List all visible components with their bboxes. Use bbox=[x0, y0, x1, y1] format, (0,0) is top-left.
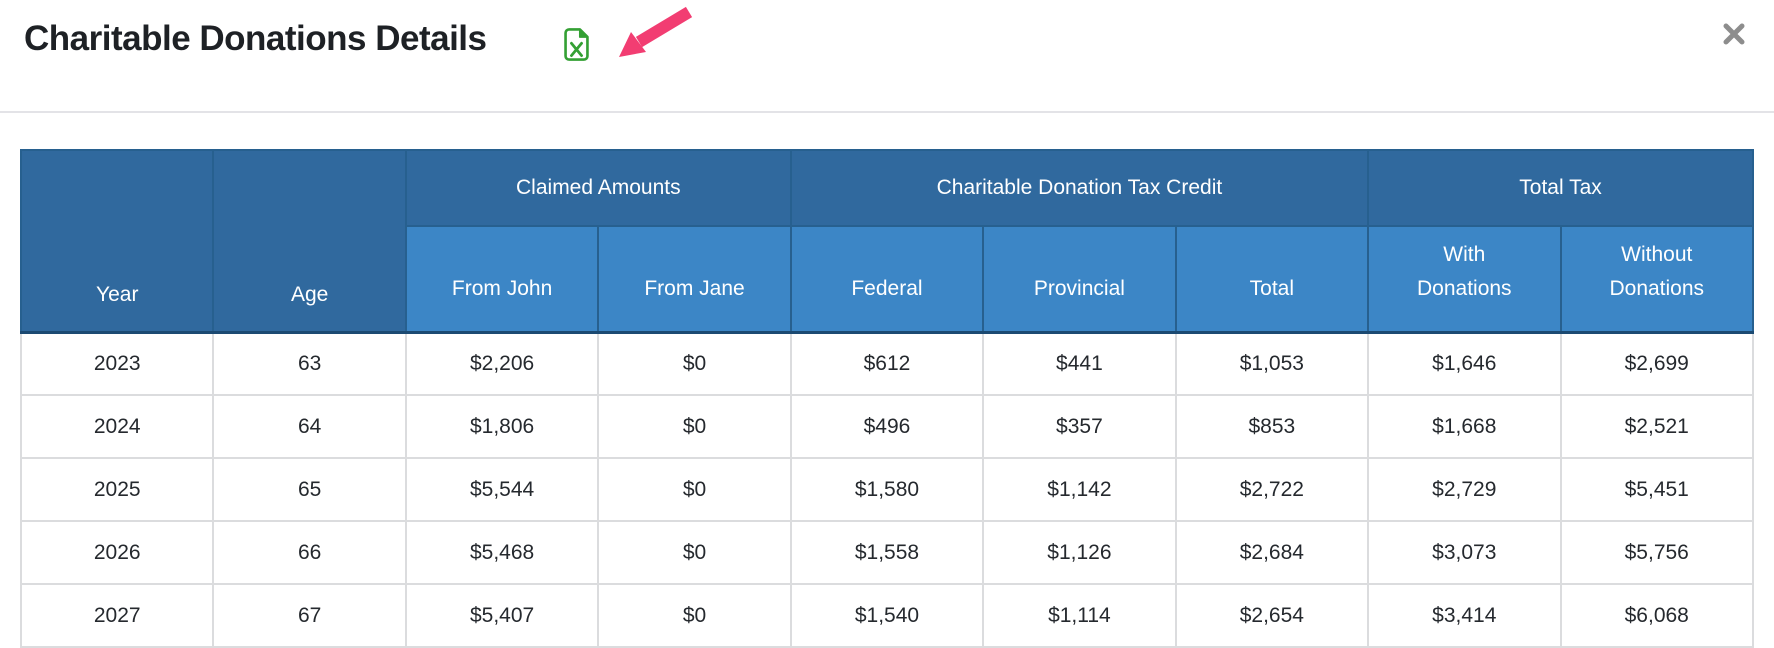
table-cell: $496 bbox=[789, 394, 985, 459]
table-row: 2023 63 $2,206 $0 $612 $441 $1,053 $1,646 $2,699 bbox=[19, 331, 1754, 396]
table-cell: $1,580 bbox=[789, 457, 985, 522]
donations-table: Year Age Claimed Amounts Charitable Donatio… bbox=[19, 149, 1754, 648]
table-cell: $2,684 bbox=[1174, 520, 1370, 585]
modal-header: Charitable Donations Details bbox=[0, 0, 1774, 113]
column-header-year: Year bbox=[19, 149, 215, 334]
table-cell: 66 bbox=[212, 520, 407, 585]
table-cell: 2025 bbox=[19, 457, 215, 522]
table-cell: $5,544 bbox=[404, 457, 600, 522]
column-header-without-donations: Without Donations bbox=[1559, 225, 1754, 334]
column-header-federal: Federal bbox=[789, 225, 985, 334]
table-cell: $1,053 bbox=[1174, 331, 1370, 396]
table-cell: $3,073 bbox=[1367, 520, 1562, 585]
table-cell: 67 bbox=[212, 583, 407, 648]
page-title: Charitable Donations Details bbox=[24, 19, 487, 58]
column-header-from-john: From John bbox=[404, 225, 600, 334]
table-cell: $1,806 bbox=[404, 394, 600, 459]
close-button[interactable] bbox=[1720, 20, 1748, 48]
table-cell: 2026 bbox=[19, 520, 215, 585]
table-cell: $5,407 bbox=[404, 583, 600, 648]
table-cell: $1,142 bbox=[982, 457, 1177, 522]
table-cell: $3,414 bbox=[1367, 583, 1562, 648]
table-cell: 64 bbox=[212, 394, 407, 459]
table-cell: $1,558 bbox=[789, 520, 985, 585]
group-header: Claimed Amounts bbox=[404, 149, 792, 227]
table-cell: $2,521 bbox=[1559, 394, 1754, 459]
table-cell: $5,756 bbox=[1559, 520, 1754, 585]
table-row: 2027 67 $5,407 $0 $1,540 $1,114 $2,654 $3,414 $6… bbox=[19, 583, 1754, 648]
table-cell: 2024 bbox=[19, 394, 215, 459]
group-header: Total Tax bbox=[1367, 149, 1754, 227]
excel-file-icon bbox=[558, 28, 595, 66]
table-row: 2024 64 $1,806 $0 $496 $357 $853 $1,668 $2,521 bbox=[19, 394, 1754, 459]
column-header-total: Total bbox=[1174, 225, 1370, 334]
donations-table-head: Year Age Claimed Amounts Charitable Donatio… bbox=[19, 149, 1754, 334]
table-cell: $1,646 bbox=[1367, 331, 1562, 396]
column-header-from-jane: From Jane bbox=[597, 225, 792, 334]
table-cell: $1,668 bbox=[1367, 394, 1562, 459]
table-row: 2026 66 $5,468 $0 $1,558 $1,126 $2,684 $3,073 $5… bbox=[19, 520, 1754, 585]
column-header-with-donations: With Donations bbox=[1367, 225, 1562, 334]
table-cell: $1,126 bbox=[982, 520, 1177, 585]
table-cell: 63 bbox=[212, 331, 407, 396]
export-excel-button[interactable] bbox=[558, 26, 595, 63]
table-cell: $0 bbox=[597, 583, 792, 648]
table-cell: $853 bbox=[1174, 394, 1370, 459]
close-icon bbox=[1720, 23, 1748, 51]
table-container: Year Age Claimed Amounts Charitable Donatio… bbox=[19, 149, 1754, 648]
table-cell: 65 bbox=[212, 457, 407, 522]
table-cell: $1,114 bbox=[982, 583, 1177, 648]
table-cell: $357 bbox=[982, 394, 1177, 459]
table-cell: $0 bbox=[597, 457, 792, 522]
table-cell: $2,654 bbox=[1174, 583, 1370, 648]
annotation-arrow-icon bbox=[605, 4, 697, 67]
column-header-provincial: Provincial bbox=[982, 225, 1177, 334]
table-cell: $2,729 bbox=[1367, 457, 1562, 522]
table-cell: $6,068 bbox=[1559, 583, 1754, 648]
table-cell: $5,468 bbox=[404, 520, 600, 585]
table-cell: 2023 bbox=[19, 331, 215, 396]
table-cell: $2,206 bbox=[404, 331, 600, 396]
table-cell: $0 bbox=[597, 331, 792, 396]
table-cell: $612 bbox=[789, 331, 985, 396]
donations-table-body: 2023 63 $2,206 $0 $612 $441 $1,053 $1,646 $2,699… bbox=[19, 331, 1754, 648]
table-cell: $5,451 bbox=[1559, 457, 1754, 522]
table-cell: $441 bbox=[982, 331, 1177, 396]
group-header: Charitable Donation Tax Credit bbox=[789, 149, 1370, 227]
table-cell: $0 bbox=[597, 520, 792, 585]
table-cell: 2027 bbox=[19, 583, 215, 648]
table-cell: $2,699 bbox=[1559, 331, 1754, 396]
table-cell: $2,722 bbox=[1174, 457, 1370, 522]
table-row: 2025 65 $5,544 $0 $1,580 $1,142 $2,722 $2,729 $5… bbox=[19, 457, 1754, 522]
table-cell: $0 bbox=[597, 394, 792, 459]
column-header-age: Age bbox=[212, 149, 407, 334]
table-cell: $1,540 bbox=[789, 583, 985, 648]
